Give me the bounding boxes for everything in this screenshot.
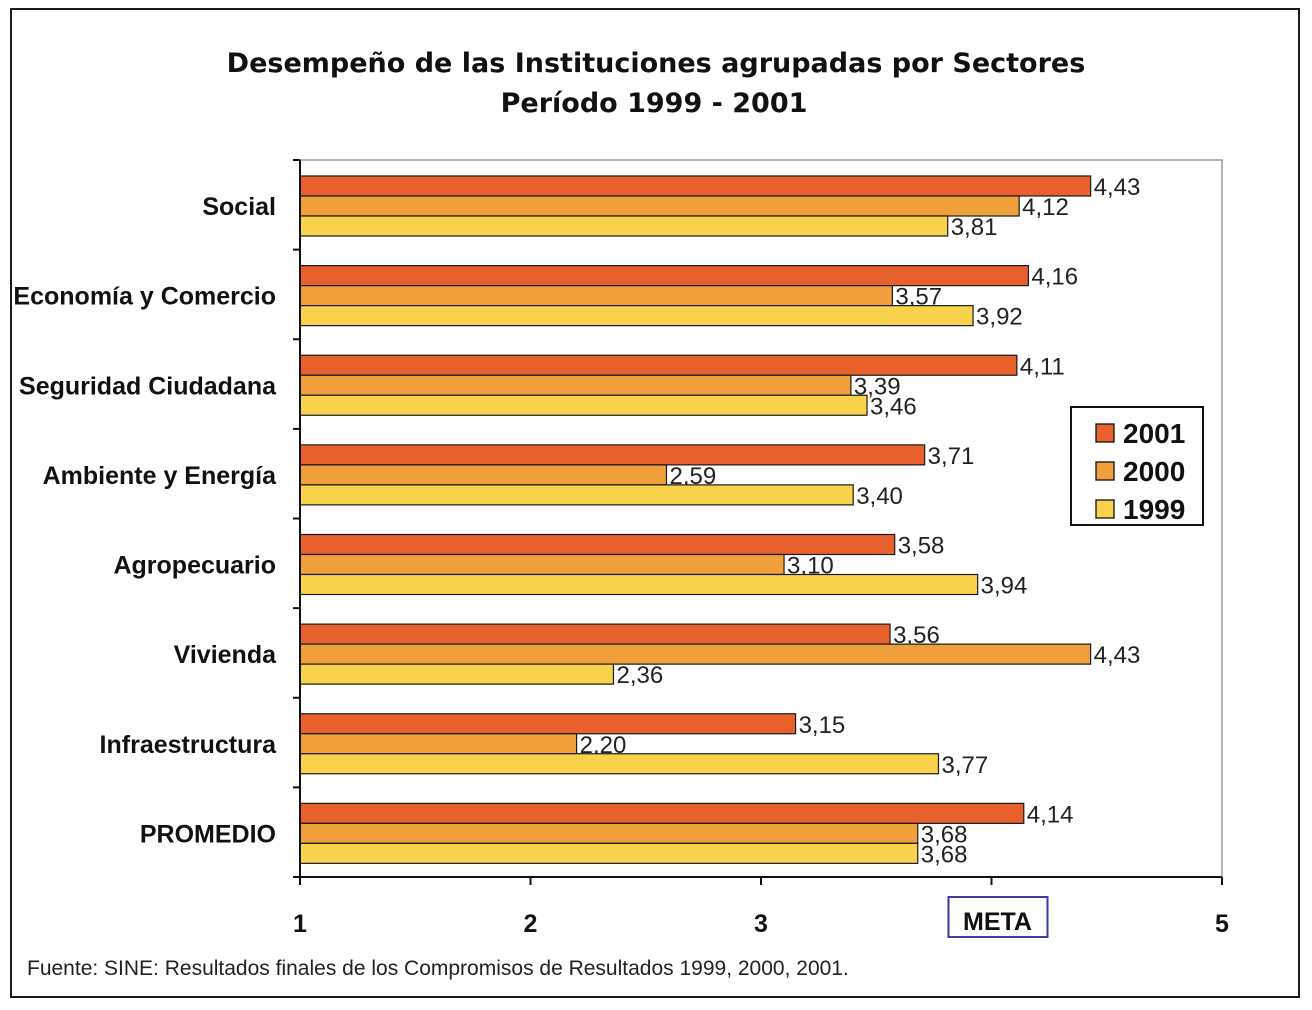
- legend: 2001 2000 1999: [1070, 406, 1204, 526]
- category-label-5: Agropecuario: [113, 552, 276, 580]
- data-label-1999-7: 3,77: [941, 752, 988, 779]
- data-label-1999-6: 2,36: [616, 662, 663, 689]
- data-label-2001-8: 4,14: [1027, 801, 1074, 828]
- bar-2000-8: [299, 822, 919, 844]
- data-label-2000-8: 3,68: [921, 821, 968, 848]
- data-label-1999-2: 3,92: [976, 304, 1023, 331]
- legend-label-1999: 1999: [1123, 494, 1185, 525]
- bar-1999-8: [299, 842, 919, 864]
- bar-2001-2: [299, 265, 1029, 287]
- bar-2001-7: [299, 713, 797, 735]
- chart-subtitle: Período 1999 - 2001: [501, 88, 808, 119]
- category-label-7: Infraestructura: [100, 731, 278, 759]
- x-tick-label-5: 5: [1215, 910, 1229, 938]
- bar-2000-2: [299, 285, 893, 307]
- category-label-3: Seguridad Ciudadana: [19, 372, 277, 400]
- x-tick-label-2: 2: [524, 910, 538, 938]
- x-tick-label-1: 1: [293, 910, 307, 938]
- footnote: Fuente: SINE: Resultados finales de los …: [27, 957, 849, 980]
- bar-1999-5: [299, 573, 979, 596]
- legend-swatch-1999: [1095, 499, 1115, 519]
- legend-label-2000: 2000: [1123, 456, 1185, 487]
- data-label-2001-7: 3,15: [799, 712, 846, 739]
- data-label-1999-4: 3,40: [856, 483, 903, 510]
- data-label-1999-8: 3,68: [921, 841, 968, 868]
- data-label-2001-3: 4,11: [1020, 353, 1065, 380]
- category-label-2: Economía y Comercio: [13, 283, 276, 311]
- bar-2000-3: [299, 374, 852, 396]
- legend-box: [1070, 406, 1204, 526]
- data-label-2001-1: 4,43: [1094, 174, 1141, 201]
- bar-2000-5: [299, 553, 785, 576]
- bar-2000-6: [299, 643, 1092, 665]
- chart-title: Desempeño de las Instituciones agrupadas…: [227, 48, 1086, 79]
- bar-1999-4: [299, 484, 854, 506]
- bar-2000-7: [299, 733, 578, 755]
- meta-highlight-box: [947, 896, 1049, 938]
- bar-2000-1: [299, 195, 1020, 217]
- data-label-1999-5: 3,94: [981, 573, 1028, 600]
- bar-1999-3: [299, 394, 868, 416]
- data-label-2000-1: 4,12: [1022, 194, 1069, 221]
- bar-1999-7: [299, 753, 940, 775]
- bar-2001-3: [299, 354, 1018, 376]
- data-label-2001-2: 4,16: [1031, 264, 1078, 291]
- data-label-1999-3: 3,46: [870, 393, 917, 420]
- bar-2001-1: [299, 175, 1092, 197]
- bar-2001-8: [299, 802, 1025, 824]
- bar-1999-2: [299, 305, 974, 327]
- data-label-2001-4: 3,71: [928, 443, 975, 470]
- data-label-2001-5: 3,58: [898, 533, 945, 560]
- data-label-1999-1: 3,81: [951, 214, 998, 241]
- legend-swatch-2001: [1095, 423, 1115, 443]
- legend-swatch-2000: [1095, 461, 1115, 481]
- bar-2000-4: [299, 464, 668, 486]
- x-tick-label-3: 3: [754, 910, 768, 938]
- x-tick-label-meta: META: [963, 908, 1032, 936]
- bar-2001-5: [299, 533, 896, 556]
- bar-1999-6: [299, 663, 615, 685]
- category-label-6: Vivienda: [174, 641, 277, 669]
- data-label-2000-6: 4,43: [1094, 642, 1141, 669]
- category-label-4: Ambiente y Energía: [43, 462, 277, 490]
- category-label-1: Social: [202, 193, 276, 221]
- bar-1999-1: [299, 215, 949, 237]
- legend-label-2001: 2001: [1123, 418, 1185, 449]
- category-label-8: PROMEDIO: [140, 820, 276, 848]
- bar-2001-6: [299, 623, 891, 645]
- bar-2001-4: [299, 444, 926, 466]
